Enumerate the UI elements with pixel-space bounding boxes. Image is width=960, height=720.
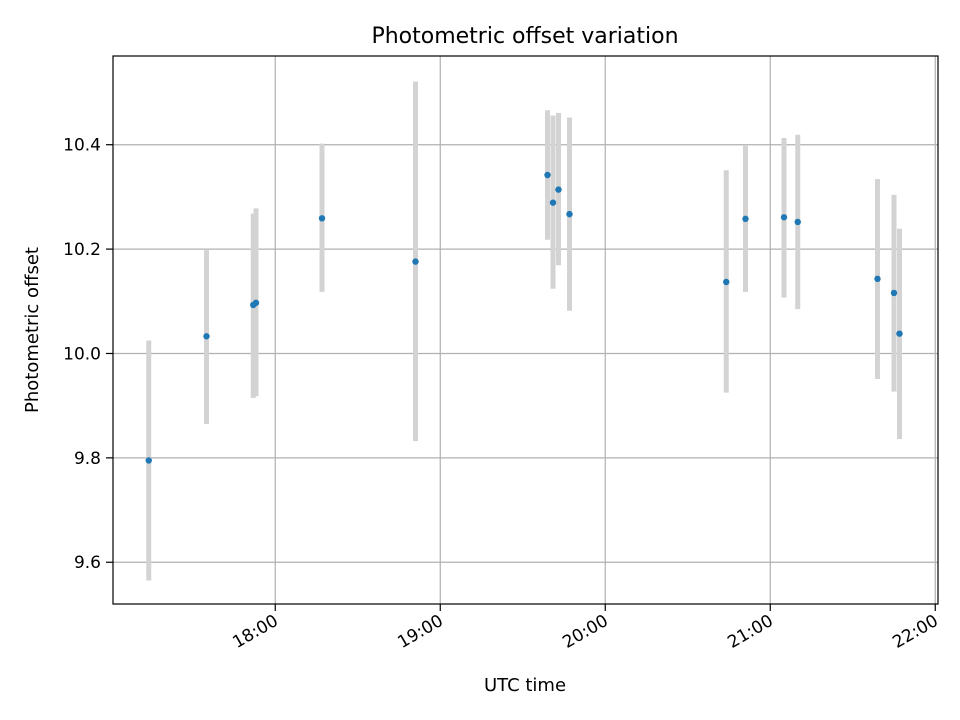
x-tick-label: 19:00 <box>394 611 446 653</box>
data-point <box>742 215 749 223</box>
data-point <box>555 186 562 193</box>
y-tick-label: 10.4 <box>63 136 101 156</box>
y-tick-label: 10.0 <box>63 344 101 364</box>
x-axis-label: UTC time <box>484 675 566 696</box>
chart-title: Photometric offset variation <box>371 24 678 49</box>
error-bars <box>146 81 902 581</box>
data-point <box>145 457 152 464</box>
data-point <box>203 333 210 340</box>
data-points <box>145 171 903 464</box>
data-point <box>544 171 551 179</box>
data-point <box>566 210 573 218</box>
y-tick-label: 10.2 <box>63 240 101 260</box>
y-tick-label: 9.8 <box>74 449 101 469</box>
y-tick-label: 9.6 <box>74 553 101 573</box>
x-tick-label: 21:00 <box>724 611 776 653</box>
x-tick-label: 22:00 <box>889 611 941 653</box>
y-axis-label: Photometric offset <box>22 247 43 413</box>
data-point <box>549 199 557 206</box>
data-point <box>874 275 881 283</box>
plot-frame <box>112 55 939 605</box>
ticks: 18:00 19:00 20:00 21:00 22:00 9.6 9.8 10.0 10.2 1… <box>63 136 942 653</box>
data-point <box>318 215 326 222</box>
data-point <box>890 289 898 297</box>
grid-lines <box>113 56 938 604</box>
data-point <box>780 214 788 221</box>
data-point <box>723 278 730 286</box>
data-point <box>896 330 903 337</box>
x-tick-label: 18:00 <box>229 611 281 653</box>
data-point <box>794 218 801 226</box>
x-tick-label: 20:00 <box>559 611 611 653</box>
data-point <box>252 299 260 307</box>
data-point <box>412 258 419 265</box>
